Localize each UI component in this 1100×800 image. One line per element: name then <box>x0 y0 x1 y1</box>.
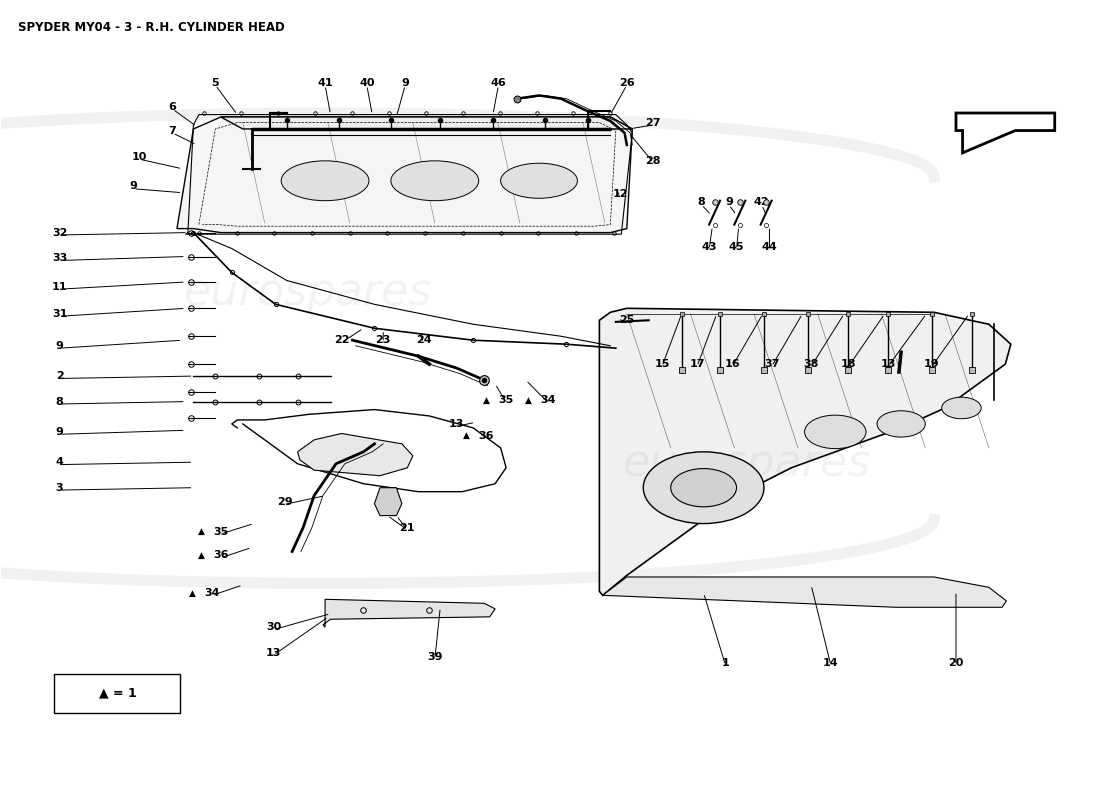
Ellipse shape <box>390 161 478 201</box>
Ellipse shape <box>500 163 578 198</box>
Text: 35: 35 <box>213 526 229 537</box>
Text: ▲: ▲ <box>483 395 490 405</box>
Text: 36: 36 <box>213 550 229 561</box>
Text: 4: 4 <box>56 457 64 467</box>
Text: 2: 2 <box>56 371 64 381</box>
Text: 43: 43 <box>702 242 717 252</box>
Text: ▲: ▲ <box>525 395 531 405</box>
Bar <box>54 674 180 713</box>
Text: 5: 5 <box>211 78 219 88</box>
Text: ▲: ▲ <box>463 431 470 440</box>
Text: 18: 18 <box>840 359 856 369</box>
Text: 35: 35 <box>498 395 514 405</box>
Polygon shape <box>298 434 412 476</box>
Text: 9: 9 <box>129 182 138 191</box>
Text: 37: 37 <box>764 359 779 369</box>
Text: 8: 8 <box>697 198 705 207</box>
Text: 20: 20 <box>948 658 964 668</box>
Text: 26: 26 <box>619 78 635 88</box>
Text: 34: 34 <box>205 588 220 598</box>
Polygon shape <box>323 599 495 627</box>
Text: 39: 39 <box>427 652 442 662</box>
Text: 1: 1 <box>722 658 729 668</box>
Ellipse shape <box>804 415 866 449</box>
Text: 6: 6 <box>168 102 176 112</box>
Text: 40: 40 <box>359 78 374 88</box>
Text: 33: 33 <box>52 253 67 263</box>
Text: eurospares: eurospares <box>185 271 433 314</box>
Text: ▲: ▲ <box>198 527 205 536</box>
Polygon shape <box>956 113 1055 153</box>
Text: ▲ = 1: ▲ = 1 <box>99 687 136 700</box>
Ellipse shape <box>877 410 925 437</box>
Ellipse shape <box>644 452 764 523</box>
Text: 30: 30 <box>266 622 282 632</box>
Text: 25: 25 <box>619 315 635 326</box>
Polygon shape <box>221 117 632 129</box>
Ellipse shape <box>942 398 981 418</box>
Text: 3: 3 <box>56 482 64 493</box>
Text: 38: 38 <box>803 359 818 369</box>
Text: 17: 17 <box>690 359 705 369</box>
Text: 19: 19 <box>924 359 939 369</box>
Text: 29: 29 <box>277 497 293 507</box>
Text: 12: 12 <box>613 190 628 199</box>
Text: 13: 13 <box>880 359 895 369</box>
Text: 16: 16 <box>724 359 740 369</box>
Text: 31: 31 <box>52 309 67 319</box>
Text: eurospares: eurospares <box>624 442 871 486</box>
Ellipse shape <box>282 161 369 201</box>
Ellipse shape <box>671 469 737 507</box>
Text: 15: 15 <box>654 359 670 369</box>
Text: 27: 27 <box>646 118 661 127</box>
Polygon shape <box>374 488 401 515</box>
Text: 41: 41 <box>317 78 333 88</box>
Text: ▲: ▲ <box>189 589 196 598</box>
Text: 11: 11 <box>52 282 67 292</box>
Text: 9: 9 <box>402 78 409 88</box>
Text: ▲: ▲ <box>198 551 205 560</box>
Text: 9: 9 <box>56 341 64 350</box>
Text: 42: 42 <box>754 198 770 207</box>
Text: 14: 14 <box>823 658 838 668</box>
Text: 13: 13 <box>266 648 282 658</box>
Polygon shape <box>603 577 1006 607</box>
Text: 23: 23 <box>375 335 390 346</box>
Text: 46: 46 <box>491 78 506 88</box>
Polygon shape <box>177 117 632 233</box>
Text: 36: 36 <box>478 431 494 441</box>
Text: 24: 24 <box>416 335 431 346</box>
Text: 45: 45 <box>729 242 745 252</box>
Text: 13: 13 <box>449 419 464 429</box>
Text: 8: 8 <box>56 397 64 406</box>
Polygon shape <box>600 308 1011 595</box>
Text: 9: 9 <box>56 427 64 437</box>
Text: 34: 34 <box>540 395 556 405</box>
Text: 44: 44 <box>761 242 778 252</box>
Text: 28: 28 <box>646 156 661 166</box>
Text: 10: 10 <box>132 152 147 162</box>
Text: 9: 9 <box>725 198 733 207</box>
Text: SPYDER MY04 - 3 - R.H. CYLINDER HEAD: SPYDER MY04 - 3 - R.H. CYLINDER HEAD <box>18 22 285 34</box>
Text: 22: 22 <box>333 335 350 346</box>
Text: 32: 32 <box>52 227 67 238</box>
Text: 7: 7 <box>168 126 176 135</box>
Text: 21: 21 <box>399 522 415 533</box>
